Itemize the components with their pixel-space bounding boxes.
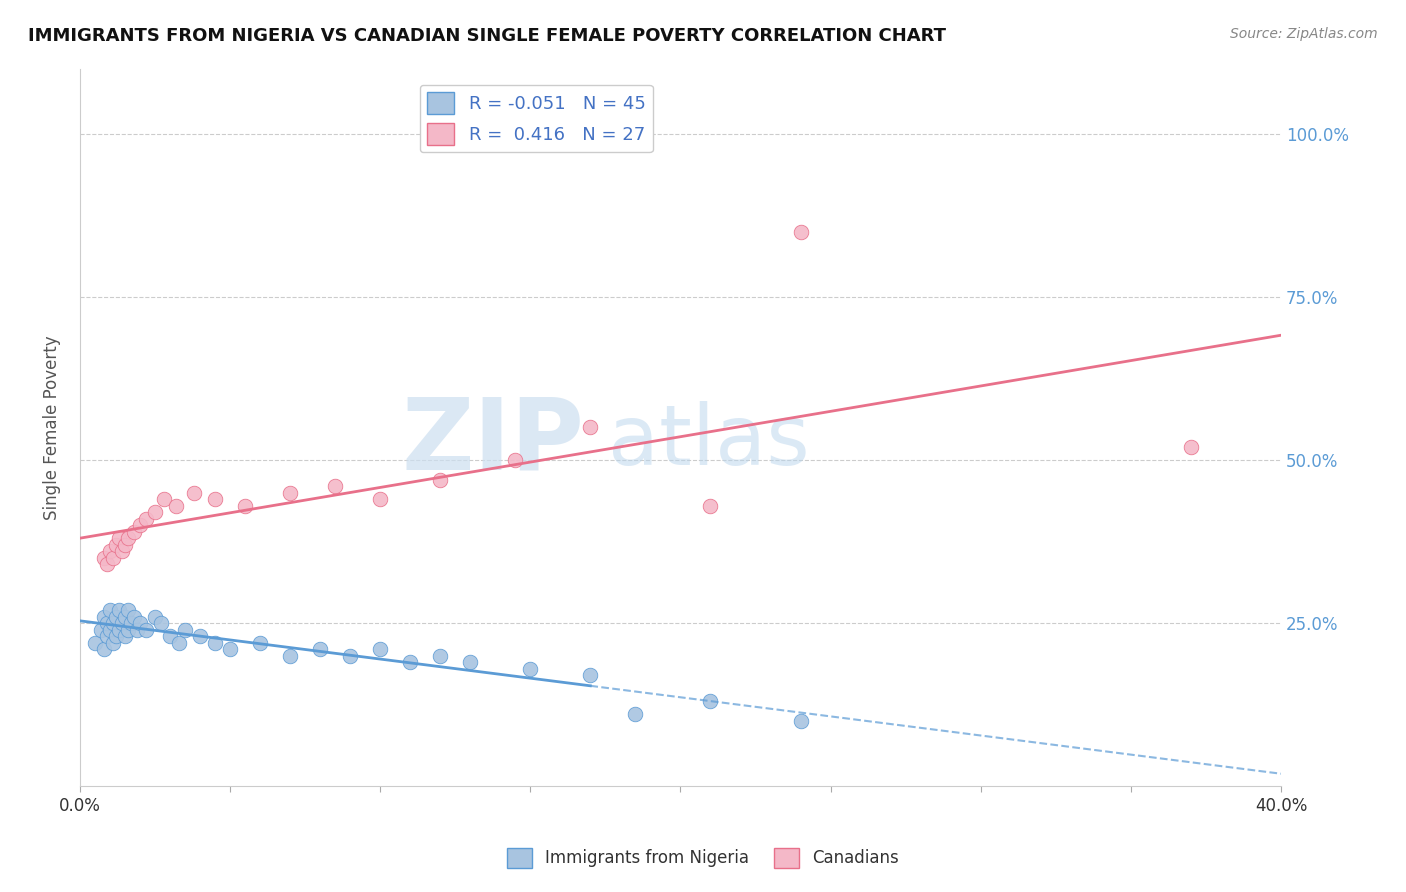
Point — [204, 492, 226, 507]
Point — [98, 544, 121, 558]
Point — [120, 615, 142, 630]
Text: ZIP: ZIP — [402, 393, 585, 491]
Y-axis label: Single Female Poverty: Single Female Poverty — [44, 335, 60, 520]
Point — [101, 635, 124, 649]
Text: Source: ZipAtlas.com: Source: ZipAtlas.com — [1230, 27, 1378, 41]
Point — [98, 623, 121, 637]
Point — [167, 635, 190, 649]
Legend: Immigrants from Nigeria, Canadians: Immigrants from Nigeria, Canadians — [501, 841, 905, 875]
Point — [96, 615, 118, 630]
Point — [503, 453, 526, 467]
Point — [114, 538, 136, 552]
Point — [143, 609, 166, 624]
Text: IMMIGRANTS FROM NIGERIA VS CANADIAN SINGLE FEMALE POVERTY CORRELATION CHART: IMMIGRANTS FROM NIGERIA VS CANADIAN SING… — [28, 27, 946, 45]
Point — [93, 550, 115, 565]
Point — [101, 550, 124, 565]
Point — [143, 505, 166, 519]
Point — [104, 538, 127, 552]
Point — [135, 623, 157, 637]
Point — [579, 668, 602, 682]
Point — [429, 473, 451, 487]
Point — [624, 707, 647, 722]
Point — [117, 623, 139, 637]
Point — [323, 479, 346, 493]
Point — [96, 558, 118, 572]
Point — [117, 531, 139, 545]
Point — [174, 623, 197, 637]
Point — [129, 518, 152, 533]
Text: atlas: atlas — [609, 401, 810, 483]
Point — [165, 499, 187, 513]
Legend: R = -0.051   N = 45, R =  0.416   N = 27: R = -0.051 N = 45, R = 0.416 N = 27 — [420, 85, 652, 153]
Point — [117, 603, 139, 617]
Point — [83, 635, 105, 649]
Point — [249, 635, 271, 649]
Point — [458, 655, 481, 669]
Point — [183, 485, 205, 500]
Point — [108, 531, 131, 545]
Point — [219, 642, 242, 657]
Point — [108, 603, 131, 617]
Point — [104, 609, 127, 624]
Point — [399, 655, 422, 669]
Point — [108, 623, 131, 637]
Point — [111, 544, 134, 558]
Point — [159, 629, 181, 643]
Point — [429, 648, 451, 663]
Point — [278, 648, 301, 663]
Point — [125, 623, 148, 637]
Point — [233, 499, 256, 513]
Point — [339, 648, 361, 663]
Point — [368, 642, 391, 657]
Point — [204, 635, 226, 649]
Point — [135, 511, 157, 525]
Point — [789, 714, 811, 728]
Point — [98, 603, 121, 617]
Point — [101, 615, 124, 630]
Point — [579, 420, 602, 434]
Point — [122, 524, 145, 539]
Point — [699, 694, 721, 708]
Point — [90, 623, 112, 637]
Point — [149, 615, 172, 630]
Point — [111, 615, 134, 630]
Point — [1180, 440, 1202, 454]
Point — [104, 629, 127, 643]
Point — [789, 225, 811, 239]
Point — [309, 642, 332, 657]
Point — [114, 629, 136, 643]
Point — [114, 609, 136, 624]
Point — [368, 492, 391, 507]
Point — [96, 629, 118, 643]
Point — [93, 609, 115, 624]
Point — [93, 642, 115, 657]
Point — [122, 609, 145, 624]
Point — [519, 662, 541, 676]
Point — [129, 615, 152, 630]
Point — [153, 492, 176, 507]
Point — [278, 485, 301, 500]
Point — [699, 499, 721, 513]
Point — [188, 629, 211, 643]
